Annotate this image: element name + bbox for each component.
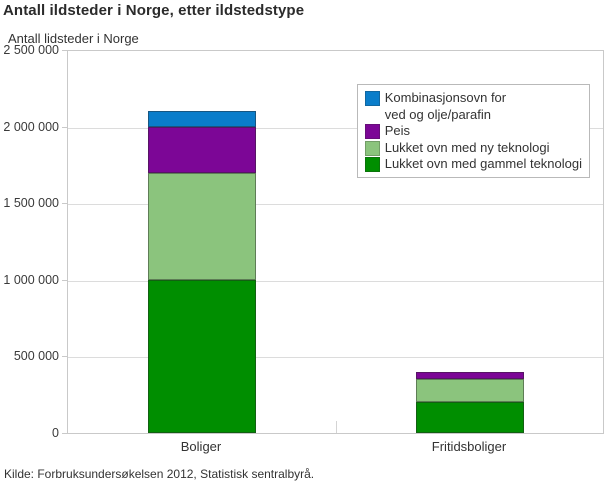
legend-swatch-icon bbox=[364, 140, 380, 156]
y-tick-label: 2 500 000 bbox=[3, 43, 59, 57]
legend-label: Lukket ovn med ny teknologi bbox=[384, 139, 550, 155]
x-category-label: Boliger bbox=[180, 439, 222, 454]
bar-segment-peis bbox=[148, 126, 256, 173]
source-note: Kilde: Forbruksundersøkelsen 2012, Stati… bbox=[4, 467, 315, 481]
y-tick-label: 1 500 000 bbox=[3, 196, 59, 210]
legend-label: Peis bbox=[384, 123, 411, 138]
y-tick-label: 500 000 bbox=[13, 349, 59, 363]
legend-item-kombinasjonsovn-for-ved-og-olje-parafin[interactable]: Kombinasjonsovn for ved og olje/parafin bbox=[364, 90, 582, 123]
gridline bbox=[68, 281, 603, 282]
gridline bbox=[68, 357, 603, 358]
y-tick-mark bbox=[62, 127, 67, 128]
legend-label: Lukket ovn med gammel teknologi bbox=[384, 156, 582, 171]
category-separator-tick bbox=[336, 421, 337, 433]
legend-swatch-icon bbox=[364, 157, 380, 172]
legend-swatch-icon bbox=[364, 91, 380, 106]
legend-item-lukket-ovn-med-ny-teknologi[interactable]: Lukket ovn med ny teknologi bbox=[364, 139, 582, 157]
y-tick-mark bbox=[62, 433, 67, 434]
bar-segment-lukket-ovn-med-ny-teknologi bbox=[148, 172, 256, 280]
legend-label: Kombinasjonsovn for ved og olje/parafin bbox=[384, 90, 507, 122]
gridline bbox=[68, 204, 603, 205]
bar-segment-peis bbox=[416, 371, 524, 380]
bar-segment-kombinasjonsovn-for-ved-og-olje-parafin bbox=[148, 111, 256, 127]
legend: Kombinasjonsovn for ved og olje/parafin P… bbox=[356, 84, 590, 178]
y-tick-label: 2 000 000 bbox=[3, 120, 59, 134]
bar-segment-lukket-ovn-med-gammel-teknologi bbox=[148, 279, 256, 433]
y-tick-mark bbox=[62, 203, 67, 204]
gridline bbox=[68, 128, 603, 129]
bar-segment-lukket-ovn-med-gammel-teknologi bbox=[416, 402, 524, 433]
y-tick-mark bbox=[62, 280, 67, 281]
y-tick-mark bbox=[62, 50, 67, 51]
bar-segment-lukket-ovn-med-ny-teknologi bbox=[416, 379, 524, 403]
bar-boliger bbox=[148, 51, 256, 433]
chart-title: Antall ildsteder i Norge, etter ildsteds… bbox=[3, 2, 305, 19]
y-tick-label: 0 bbox=[52, 426, 59, 440]
y-tick-label: 1 000 000 bbox=[3, 273, 59, 287]
y-axis-title: Antall lidsteder i Norge bbox=[8, 31, 139, 46]
bar-fritidsboliger bbox=[416, 51, 524, 433]
legend-item-peis[interactable]: Peis bbox=[364, 123, 582, 140]
y-tick-mark bbox=[62, 356, 67, 357]
x-category-label: Fritidsboliger bbox=[431, 439, 507, 454]
legend-swatch-icon bbox=[364, 124, 380, 139]
legend-item-lukket-ovn-med-gammel-teknologi[interactable]: Lukket ovn med gammel teknologi bbox=[364, 156, 582, 173]
plot-area: Kombinasjonsovn for ved og olje/parafin P… bbox=[67, 50, 604, 434]
